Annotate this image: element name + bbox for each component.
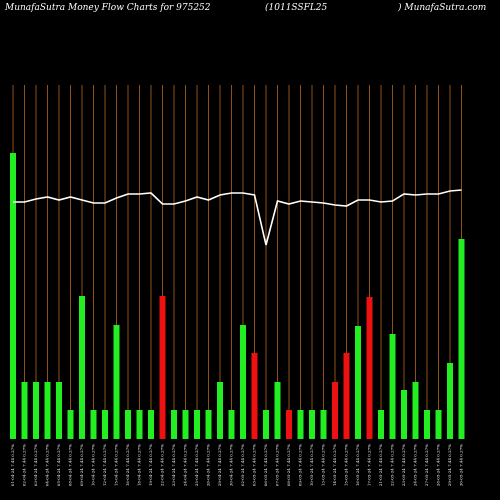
- bar: [148, 410, 154, 439]
- bar: [447, 363, 453, 439]
- bar: [217, 382, 223, 439]
- x-tick-label: 10-05-24 7.44 0.27%: [309, 444, 314, 486]
- bar: [389, 334, 396, 439]
- bar: [251, 353, 258, 439]
- bar: [297, 410, 304, 439]
- bar: [343, 353, 350, 439]
- x-tick-label: 17-05-24 7.44 0.27%: [367, 444, 372, 486]
- x-tick-label: 15-04-24 7.44 0.27%: [114, 444, 119, 486]
- bar: [424, 410, 430, 439]
- x-tick-label: 30-04-24 7.44 0.27%: [229, 444, 234, 486]
- bar: [171, 410, 177, 439]
- bar: [10, 153, 16, 439]
- bar: [240, 325, 246, 439]
- x-tick-label: 24-04-24 7.44 0.27%: [183, 444, 188, 486]
- x-tick-label: 13-05-24 7.44 0.27%: [321, 444, 326, 486]
- x-tick-label: 07-05-24 7.44 0.27%: [275, 444, 280, 486]
- x-tick-label: 02-04-24 7.44 0.27%: [22, 444, 27, 486]
- x-tick-label: 04-04-24 7.44 0.27%: [45, 444, 50, 486]
- x-tick-label: 10-04-24 7.44 0.27%: [91, 444, 96, 486]
- x-tick-label: 02-05-24 7.44 0.27%: [240, 444, 245, 486]
- bar: [182, 410, 189, 439]
- x-tick-label: 03-04-24 7.44 0.27%: [33, 444, 38, 486]
- bar: [332, 382, 338, 439]
- x-tick-label: 23-04-24 7.44 0.27%: [171, 444, 176, 486]
- bar: [125, 410, 131, 439]
- bar: [286, 410, 292, 439]
- bar: [79, 296, 85, 439]
- x-tick-label: 06-05-24 7.44 0.27%: [263, 444, 268, 486]
- x-tick-label: 12-04-24 7.44 0.27%: [102, 444, 107, 486]
- x-tick-label: 29-04-24 7.44 0.27%: [217, 444, 222, 486]
- bar: [33, 382, 39, 439]
- bar: [401, 390, 407, 439]
- bar: [205, 410, 212, 439]
- bar: [21, 382, 28, 439]
- x-tick-label: 27-05-24 7.44 0.27%: [424, 444, 429, 486]
- x-tick-label: 01-04-24 7.44 0.27%: [10, 444, 15, 486]
- bar: [274, 382, 281, 439]
- bar: [90, 410, 97, 439]
- bar: [458, 239, 465, 439]
- bar: [228, 410, 235, 439]
- x-tick-label: 08-05-24 7.44 0.27%: [286, 444, 291, 486]
- x-tick-label: 18-04-24 7.44 0.27%: [137, 444, 142, 486]
- money-flow-line: [13, 189, 462, 246]
- x-tick-label: 16-05-24 7.44 0.27%: [355, 444, 360, 486]
- x-tick-label: 29-05-24 7.44 0.27%: [447, 444, 452, 486]
- title-left: MunafaSutra Money Flow Charts for 975252: [4, 3, 211, 13]
- x-tick-label: 08-04-24 7.44 0.27%: [68, 444, 73, 486]
- x-tick-label: 30-05-24 7.44 0.27%: [459, 444, 464, 486]
- bar: [194, 410, 200, 439]
- title-mid: (1011SSFL25: [265, 2, 328, 13]
- x-tick-label: 25-04-24 7.44 0.27%: [194, 444, 199, 486]
- bar: [355, 326, 361, 439]
- x-tick-label: 16-04-24 7.44 0.27%: [125, 444, 130, 486]
- x-tick-label: 05-04-24 7.44 0.27%: [56, 444, 61, 486]
- bar: [102, 410, 108, 439]
- bar: [113, 325, 120, 439]
- x-tick-label: 03-05-24 7.44 0.27%: [252, 444, 257, 486]
- x-tick-label: 15-05-24 7.44 0.27%: [344, 444, 349, 486]
- bar: [56, 382, 62, 439]
- x-tick-label: 24-05-24 7.44 0.27%: [413, 444, 418, 486]
- x-tick-label: 19-04-24 7.44 0.27%: [148, 444, 153, 486]
- x-tick-label: 22-05-24 7.44 0.27%: [390, 444, 395, 486]
- title-right: ) MunafaSutra.com: [397, 2, 486, 13]
- x-tick-label: 26-04-24 7.44 0.27%: [206, 444, 211, 486]
- bar: [44, 382, 51, 439]
- x-tick-label: 09-04-24 7.44 0.27%: [79, 444, 84, 486]
- bar: [263, 410, 269, 439]
- bar: [159, 296, 166, 439]
- bar: [67, 410, 74, 439]
- bar: [320, 410, 327, 439]
- x-tick-label: 28-05-24 7.44 0.27%: [436, 444, 441, 486]
- x-tick-label: 21-05-24 7.44 0.27%: [378, 444, 383, 486]
- bar: [136, 410, 143, 439]
- bar: [378, 410, 384, 439]
- x-tick-label: 22-04-24 7.44 0.27%: [160, 444, 165, 486]
- bar: [435, 410, 442, 439]
- bar: [366, 297, 373, 439]
- x-tick-label: 14-05-24 7.44 0.27%: [332, 444, 337, 486]
- bar: [412, 382, 419, 439]
- x-tick-label: 23-05-24 7.44 0.27%: [401, 444, 406, 486]
- x-tick-label: 09-05-24 7.44 0.27%: [298, 444, 303, 486]
- bar: [309, 410, 315, 439]
